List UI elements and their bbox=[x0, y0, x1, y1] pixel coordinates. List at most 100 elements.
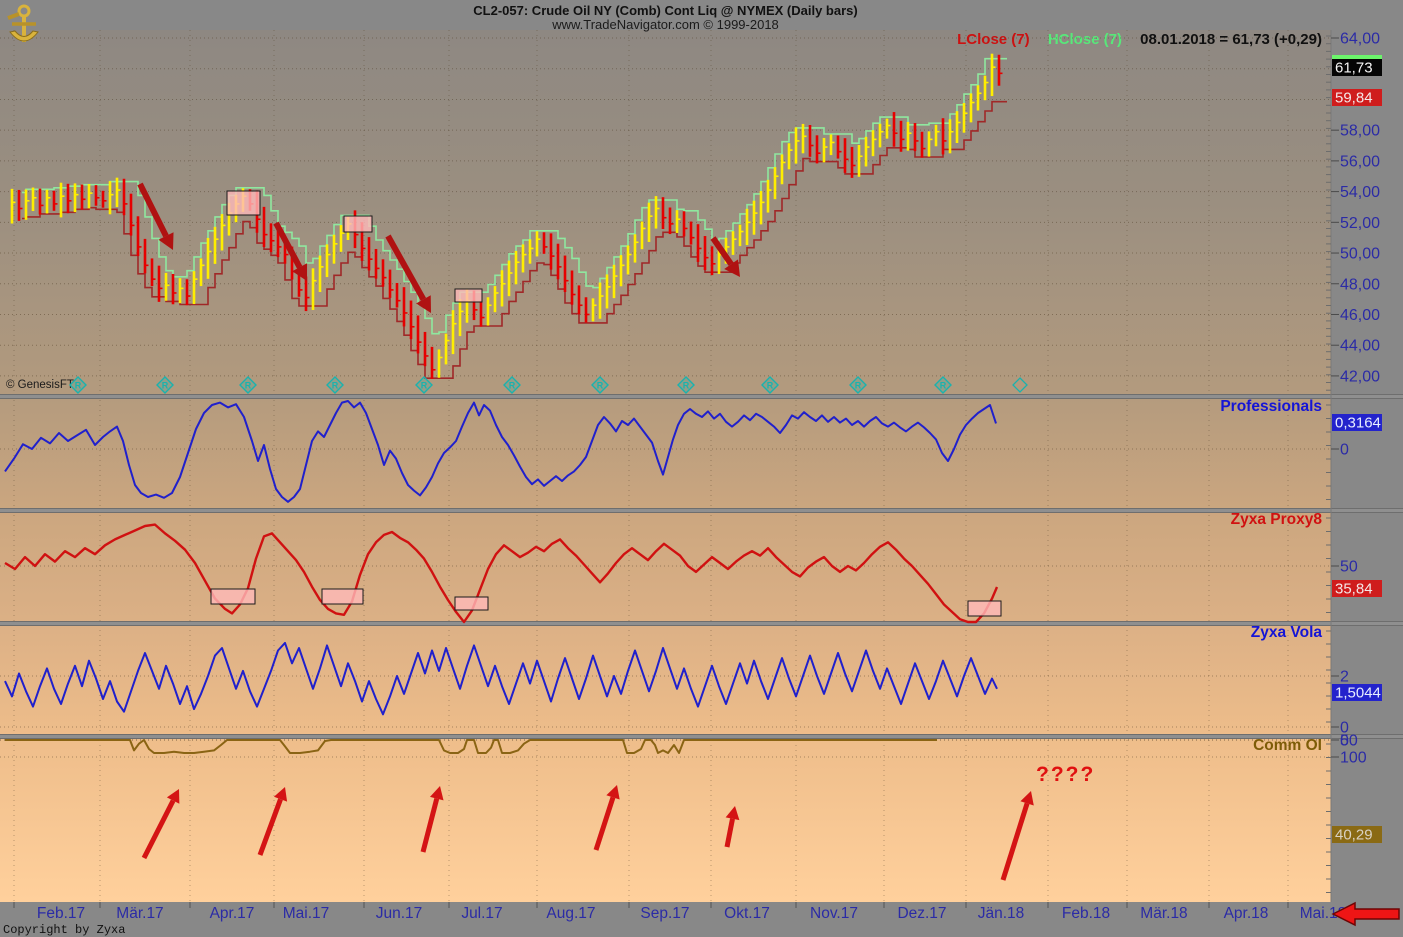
rollover-diamond-icon: R bbox=[591, 376, 609, 394]
legend-hclose: HClose (7) bbox=[1047, 31, 1122, 48]
panel-title-vola: Zyxa Vola bbox=[1251, 624, 1323, 641]
hclose-line bbox=[22, 57, 1007, 335]
rollover-diamond-icon: R bbox=[69, 376, 87, 394]
svg-text:59,84: 59,84 bbox=[1335, 90, 1373, 107]
panel-separator bbox=[0, 734, 1403, 739]
rollover-diamond-icon: R bbox=[156, 376, 174, 394]
rollover-diamond-outline-icon bbox=[1012, 377, 1028, 393]
value-flag-comm: 40,29 bbox=[1332, 826, 1382, 844]
axis-tick-label: 64,00 bbox=[1340, 31, 1380, 48]
svg-text:1,5044: 1,5044 bbox=[1335, 685, 1381, 702]
x-axis-label: Feb.17 bbox=[37, 905, 85, 922]
value-flag-vola: 1,5044 bbox=[1332, 684, 1382, 702]
genesis-watermark: © GenesisFT bbox=[6, 379, 74, 391]
axis-tick-label: 0 bbox=[1340, 720, 1349, 737]
svg-text:R: R bbox=[332, 381, 339, 391]
chart-legend: LClose (7) HClose (7) 08.01.2018 = 61,73… bbox=[943, 31, 1322, 48]
value-flag-hclose: 61,73 bbox=[1332, 55, 1382, 77]
x-axis-label: Mär.18 bbox=[1140, 905, 1187, 922]
vola-line bbox=[4, 641, 998, 716]
x-axis-label: Jun.17 bbox=[376, 905, 423, 922]
axis-tick-label: 46,00 bbox=[1340, 307, 1380, 324]
axis-tick-label: 52,00 bbox=[1340, 215, 1380, 232]
x-axis-label: Jän.18 bbox=[978, 905, 1025, 922]
panel-separator bbox=[0, 508, 1403, 513]
axis-tick-label: 50 bbox=[1340, 559, 1358, 576]
highlight-box bbox=[226, 190, 261, 216]
x-axis-label: Aug.17 bbox=[546, 905, 595, 922]
value-flag-lclose: 59,84 bbox=[1332, 89, 1382, 107]
x-axis-label: Mai.17 bbox=[283, 905, 330, 922]
highlight-box bbox=[454, 288, 483, 303]
copyright-text: Copyright by Zyxa bbox=[3, 923, 126, 937]
chart-title: CL2-057: Crude Oil NY (Comb) Cont Liq @ … bbox=[473, 3, 858, 18]
svg-text:0,3164: 0,3164 bbox=[1335, 415, 1381, 432]
axis-tick-label: 50,00 bbox=[1340, 246, 1380, 263]
panel-title-prof: Professionals bbox=[1220, 398, 1322, 415]
x-axis-label: Feb.18 bbox=[1062, 905, 1110, 922]
rollover-diamond-icon: R bbox=[849, 376, 867, 394]
highlight-box bbox=[210, 588, 256, 605]
x-axis-label: Mär.17 bbox=[116, 905, 163, 922]
svg-text:R: R bbox=[75, 381, 82, 391]
x-axis: Feb.17 Mär.17 Apr.17 Mai.17 Jun.17 Jul.17 Aug.… bbox=[13, 902, 1347, 922]
right-axis: 64,00 58,00 56,00 54,00 52,00 50,00 48,00 46,00… bbox=[1220, 31, 1380, 893]
axis-tick-label: 2 bbox=[1340, 669, 1349, 686]
down-trend-arrows bbox=[137, 182, 740, 313]
rollover-diamond-icon: R bbox=[761, 376, 779, 394]
prof-line bbox=[4, 400, 997, 503]
highlight-box bbox=[343, 215, 373, 233]
rollover-diamond-icon: R bbox=[415, 376, 433, 394]
svg-text:R: R bbox=[855, 381, 862, 391]
svg-text:R: R bbox=[245, 381, 252, 391]
x-axis-label: Sep.17 bbox=[640, 905, 689, 922]
value-flag-prof: 0,3164 bbox=[1332, 414, 1382, 432]
annotation-boxes bbox=[210, 190, 1002, 617]
x-axis-label: Jul.17 bbox=[461, 905, 502, 922]
highlight-box bbox=[967, 600, 1002, 617]
svg-text:40,29: 40,29 bbox=[1335, 827, 1373, 844]
value-flag-proxy: 35,84 bbox=[1332, 580, 1382, 598]
svg-text:35,84: 35,84 bbox=[1335, 581, 1373, 598]
rollover-diamond-icon: R bbox=[239, 376, 257, 394]
question-annotation: ???? bbox=[1036, 763, 1096, 786]
axis-tick-label: 42,00 bbox=[1340, 368, 1380, 385]
panel-title-comm: Comm OI bbox=[1253, 737, 1322, 754]
x-axis-label: Nov.17 bbox=[810, 905, 858, 922]
highlight-box bbox=[321, 588, 364, 605]
svg-text:R: R bbox=[162, 381, 169, 391]
up-trend-arrows bbox=[141, 785, 1034, 881]
svg-text:R: R bbox=[767, 381, 774, 391]
rollover-diamond-icon: R bbox=[934, 376, 952, 394]
price-bars bbox=[10, 53, 1003, 379]
axis-tick-label: 50 bbox=[1340, 733, 1358, 750]
svg-text:R: R bbox=[597, 381, 604, 391]
proxy-line bbox=[4, 523, 999, 624]
svg-text:R: R bbox=[683, 381, 690, 391]
axis-tick-label: 54,00 bbox=[1340, 184, 1380, 201]
anchor-icon bbox=[7, 4, 39, 42]
panel-separator bbox=[0, 394, 1403, 399]
x-axis-label: Dez.17 bbox=[897, 905, 946, 922]
x-axis-label: Mai.18 bbox=[1300, 905, 1347, 922]
svg-text:R: R bbox=[421, 381, 428, 391]
rollover-diamond-icon: R bbox=[677, 376, 695, 394]
highlight-box bbox=[454, 596, 489, 611]
x-axis-label: Okt.17 bbox=[724, 905, 770, 922]
scroll-left-arrow[interactable] bbox=[1331, 901, 1400, 927]
legend-lclose: LClose (7) bbox=[957, 31, 1030, 48]
x-axis-label: Apr.18 bbox=[1224, 905, 1269, 922]
axis-tick-label: 58,00 bbox=[1340, 123, 1380, 140]
rollover-diamond-icon: R bbox=[326, 376, 344, 394]
x-axis-label: Apr.17 bbox=[210, 905, 255, 922]
axis-tick-label: 44,00 bbox=[1340, 338, 1380, 355]
panel-title-proxy: Zyxa Proxy8 bbox=[1231, 511, 1323, 528]
svg-text:R: R bbox=[940, 381, 947, 391]
panel-separator bbox=[0, 621, 1403, 626]
rollover-diamond-icon: R bbox=[503, 376, 521, 394]
axis-tick-label: 56,00 bbox=[1340, 153, 1380, 170]
axis-tick-label: 100 bbox=[1340, 750, 1367, 767]
